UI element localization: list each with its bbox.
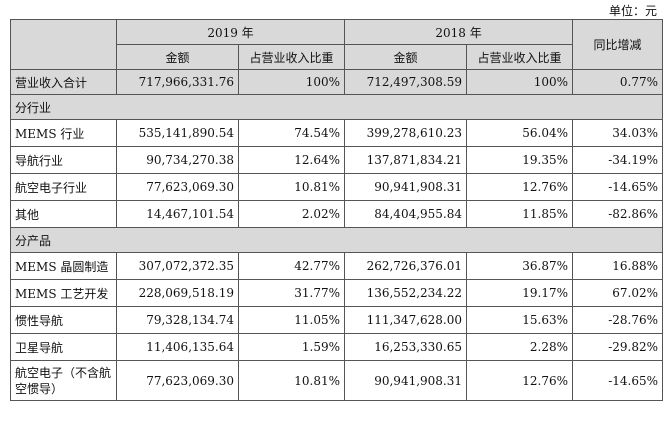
- ratio-2019: 31.77%: [237, 279, 346, 307]
- row-label: 惯性导航: [10, 306, 117, 334]
- amount-2019: 90,734,270.38: [116, 146, 239, 174]
- table-row: MEMS 工艺开发 228,069,518.19 31.77% 136,552,…: [10, 279, 664, 307]
- row-label: 卫星导航: [10, 333, 117, 361]
- table-row: 航空电子（不含航空惯导） 77,623,069.30 10.81% 90,941…: [10, 360, 664, 401]
- yoy-change: -29.82%: [572, 333, 664, 361]
- section-title: 分行业: [9, 94, 664, 120]
- amount-2018: 262,726,376.01: [344, 252, 468, 280]
- amount-2018: 90,941,908.31: [344, 360, 468, 401]
- ratio-2019: 10.81%: [237, 360, 346, 401]
- revenue-table: 2019 年 2018 年 同比增减 金额 占营业收入比重 金额 占营业收入比重…: [9, 19, 664, 401]
- amount-2019: 79,328,134.74: [116, 306, 239, 334]
- row-label: 其他: [10, 200, 117, 228]
- header-ratio-2018: 占营业收入比重: [466, 44, 574, 70]
- table-row: 导航行业 90,734,270.38 12.64% 137,871,834.21…: [10, 146, 664, 174]
- amount-2018: 90,941,908.31: [344, 173, 468, 201]
- total-row: 营业收入合计 717,966,331.76 100% 712,497,308.5…: [10, 69, 664, 95]
- ratio-2019: 74.54%: [237, 119, 346, 147]
- row-label: 导航行业: [10, 146, 117, 174]
- row-label: 航空电子（不含航空惯导）: [10, 360, 117, 401]
- amount-2019: 11,406,135.64: [116, 333, 239, 361]
- header-year-2019: 2019 年: [115, 19, 346, 45]
- amount-2018: 84,404,955.84: [344, 200, 468, 228]
- unit-label: 单位：元: [608, 4, 657, 18]
- yoy-change: -14.65%: [572, 360, 664, 401]
- ratio-2019: 1.59%: [237, 333, 346, 361]
- yoy-change: -14.65%: [572, 173, 664, 201]
- amount-2018: 16,253,330.65: [344, 333, 468, 361]
- yoy-change: -82.86%: [572, 200, 664, 228]
- yoy-change: 67.02%: [572, 279, 664, 307]
- amount-2019: 77,623,069.30: [116, 173, 239, 201]
- header-amount-2019: 金额: [116, 44, 239, 70]
- yoy-change: -28.76%: [572, 306, 664, 334]
- ratio-2018: 36.87%: [466, 252, 574, 280]
- table-row: 航空电子行业 77,623,069.30 10.81% 90,941,908.3…: [10, 173, 664, 201]
- ratio-2019: 10.81%: [237, 173, 346, 201]
- amount-2019: 77,623,069.30: [116, 360, 239, 401]
- yoy-change: 16.88%: [572, 252, 664, 280]
- ratio-2019: 42.77%: [237, 252, 346, 280]
- section-header-industry: 分行业: [9, 94, 664, 120]
- ratio-2018: 11.85%: [466, 200, 574, 228]
- header-year-2018: 2018 年: [344, 19, 574, 45]
- amount-2018: 111,347,628.00: [344, 306, 468, 334]
- total-label: 营业收入合计: [10, 69, 117, 95]
- ratio-2018: 19.17%: [466, 279, 574, 307]
- ratio-2018: 19.35%: [466, 146, 574, 174]
- amount-2018: 399,278,610.23: [344, 119, 468, 147]
- amount-2019: 307,072,372.35: [116, 252, 239, 280]
- header-ratio-2019: 占营业收入比重: [237, 44, 346, 70]
- total-yoy: 0.77%: [572, 69, 664, 95]
- ratio-2018: 56.04%: [466, 119, 574, 147]
- yoy-change: -34.19%: [572, 146, 664, 174]
- amount-2019: 14,467,101.54: [116, 200, 239, 228]
- ratio-2019: 12.64%: [237, 146, 346, 174]
- header-yoy: 同比增减: [572, 19, 664, 70]
- amount-2019: 228,069,518.19: [116, 279, 239, 307]
- header-corner: [10, 19, 117, 70]
- amount-2018: 136,552,234.22: [344, 279, 468, 307]
- ratio-2018: 15.63%: [466, 306, 574, 334]
- ratio-2018: 2.28%: [466, 333, 574, 361]
- header-amount-2018: 金额: [344, 44, 468, 70]
- table-row: 卫星导航 11,406,135.64 1.59% 16,253,330.65 2…: [10, 333, 664, 361]
- ratio-2019: 2.02%: [237, 200, 346, 228]
- total-amount-2018: 712,497,308.59: [344, 69, 468, 95]
- section-title: 分产品: [9, 227, 664, 253]
- row-label: MEMS 晶圆制造: [10, 252, 117, 280]
- section-header-product: 分产品: [9, 227, 664, 253]
- total-ratio-2019: 100%: [237, 69, 346, 95]
- yoy-change: 34.03%: [572, 119, 664, 147]
- table-row: MEMS 晶圆制造 307,072,372.35 42.77% 262,726,…: [10, 252, 664, 280]
- table-row: 惯性导航 79,328,134.74 11.05% 111,347,628.00…: [10, 306, 664, 334]
- row-label: MEMS 行业: [10, 119, 117, 147]
- ratio-2018: 12.76%: [466, 173, 574, 201]
- row-label: MEMS 工艺开发: [10, 279, 117, 307]
- table-row: 其他 14,467,101.54 2.02% 84,404,955.84 11.…: [10, 200, 664, 228]
- total-ratio-2018: 100%: [466, 69, 574, 95]
- ratio-2018: 12.76%: [466, 360, 574, 401]
- table-row: MEMS 行业 535,141,890.54 74.54% 399,278,61…: [10, 119, 664, 147]
- amount-2019: 535,141,890.54: [116, 119, 239, 147]
- row-label: 航空电子行业: [10, 173, 117, 201]
- ratio-2019: 11.05%: [237, 306, 346, 334]
- amount-2018: 137,871,834.21: [344, 146, 468, 174]
- total-amount-2019: 717,966,331.76: [116, 69, 239, 95]
